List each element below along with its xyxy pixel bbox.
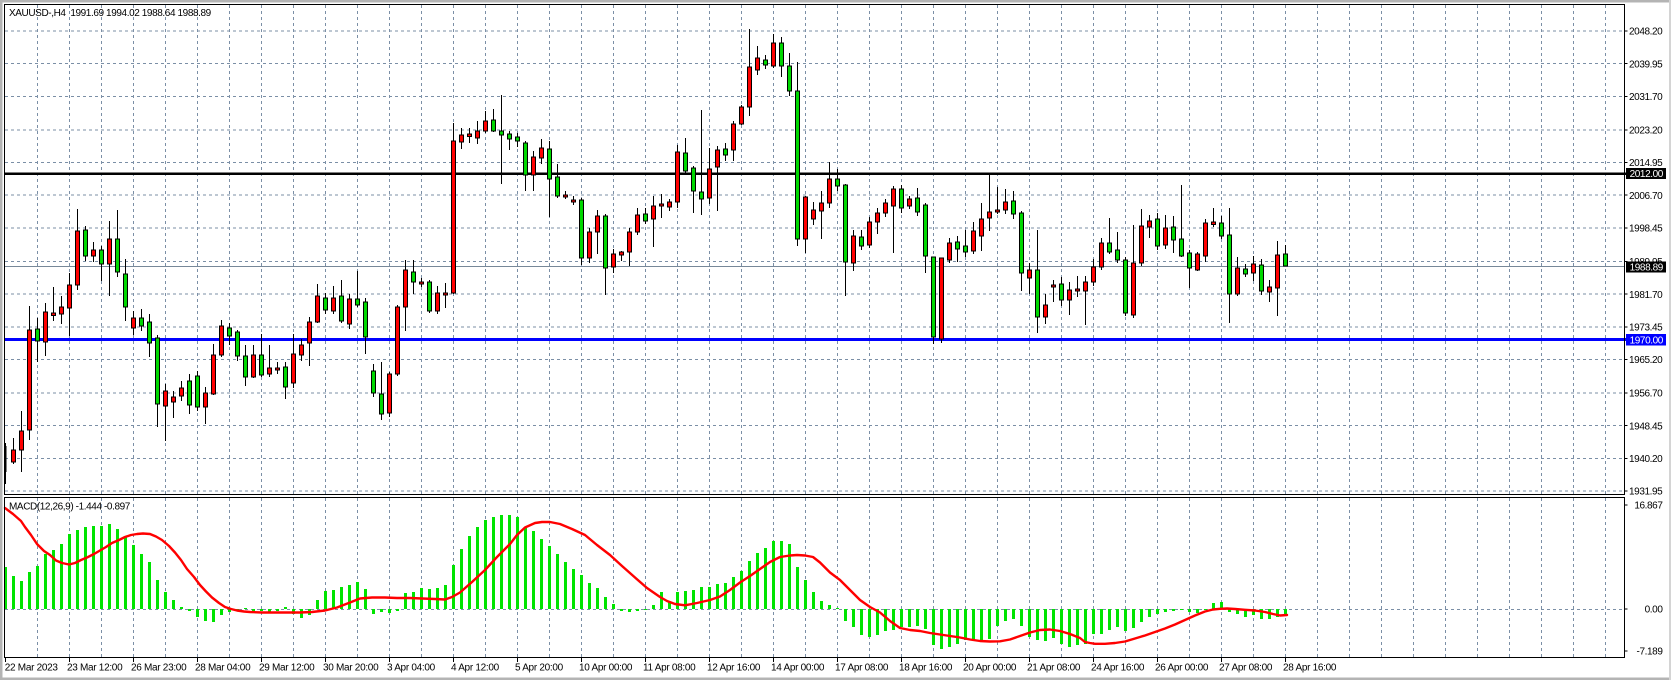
svg-text:MACD(12,26,9) -1.444 -0.897: MACD(12,26,9) -1.444 -0.897 bbox=[9, 502, 131, 513]
svg-text:2039.95: 2039.95 bbox=[1629, 59, 1663, 70]
svg-text:18 Apr 16:00: 18 Apr 16:00 bbox=[899, 663, 953, 674]
svg-text:1965.20: 1965.20 bbox=[1629, 355, 1663, 366]
svg-text:26 Mar 23:00: 26 Mar 23:00 bbox=[131, 663, 187, 674]
svg-text:11 Apr 08:00: 11 Apr 08:00 bbox=[643, 663, 696, 674]
svg-text:16.867: 16.867 bbox=[1634, 501, 1663, 512]
svg-text:28 Apr 16:00: 28 Apr 16:00 bbox=[1283, 663, 1337, 674]
svg-text:2023.20: 2023.20 bbox=[1629, 126, 1663, 137]
svg-text:28 Mar 04:00: 28 Mar 04:00 bbox=[195, 663, 251, 674]
svg-text:20 Apr 00:00: 20 Apr 00:00 bbox=[963, 663, 1017, 674]
svg-text:27 Apr 08:00: 27 Apr 08:00 bbox=[1219, 663, 1273, 674]
svg-text:4 Apr 12:00: 4 Apr 12:00 bbox=[451, 663, 500, 674]
svg-text:1931.95: 1931.95 bbox=[1629, 487, 1663, 498]
svg-text:1956.70: 1956.70 bbox=[1629, 389, 1663, 400]
svg-text:10 Apr 00:00: 10 Apr 00:00 bbox=[579, 663, 633, 674]
svg-text:2012.00: 2012.00 bbox=[1630, 169, 1664, 180]
svg-text:XAUUSD-,H4 1991.69 1994.02 19: XAUUSD-,H4 1991.69 1994.02 1988.64 1988.… bbox=[9, 8, 212, 19]
svg-text:2014.95: 2014.95 bbox=[1629, 158, 1663, 169]
svg-text:21 Apr 08:00: 21 Apr 08:00 bbox=[1027, 663, 1081, 674]
svg-text:26 Apr 00:00: 26 Apr 00:00 bbox=[1155, 663, 1209, 674]
svg-text:1940.20: 1940.20 bbox=[1629, 454, 1663, 465]
svg-text:1988.89: 1988.89 bbox=[1630, 263, 1664, 274]
svg-text:14 Apr 00:00: 14 Apr 00:00 bbox=[771, 663, 825, 674]
svg-text:5 Apr 20:00: 5 Apr 20:00 bbox=[515, 663, 564, 674]
svg-text:23 Mar 12:00: 23 Mar 12:00 bbox=[67, 663, 123, 674]
svg-text:1948.45: 1948.45 bbox=[1629, 421, 1663, 432]
svg-text:1970.00: 1970.00 bbox=[1630, 335, 1664, 346]
svg-text:17 Apr 08:00: 17 Apr 08:00 bbox=[835, 663, 889, 674]
svg-text:0.00: 0.00 bbox=[1645, 605, 1664, 616]
svg-text:2031.70: 2031.70 bbox=[1629, 92, 1663, 103]
svg-text:24 Apr 16:00: 24 Apr 16:00 bbox=[1091, 663, 1145, 674]
svg-text:22 Mar 2023: 22 Mar 2023 bbox=[5, 663, 59, 674]
svg-text:2006.70: 2006.70 bbox=[1629, 191, 1663, 202]
svg-text:2048.20: 2048.20 bbox=[1629, 27, 1663, 38]
svg-text:3 Apr 04:00: 3 Apr 04:00 bbox=[387, 663, 436, 674]
svg-text:29 Mar 12:00: 29 Mar 12:00 bbox=[259, 663, 315, 674]
svg-text:12 Apr 16:00: 12 Apr 16:00 bbox=[707, 663, 761, 674]
svg-text:-7.189: -7.189 bbox=[1637, 647, 1664, 658]
svg-text:1981.70: 1981.70 bbox=[1629, 290, 1663, 301]
svg-text:1973.45: 1973.45 bbox=[1629, 323, 1663, 334]
svg-text:1998.45: 1998.45 bbox=[1629, 224, 1663, 235]
svg-text:30 Mar 20:00: 30 Mar 20:00 bbox=[323, 663, 379, 674]
